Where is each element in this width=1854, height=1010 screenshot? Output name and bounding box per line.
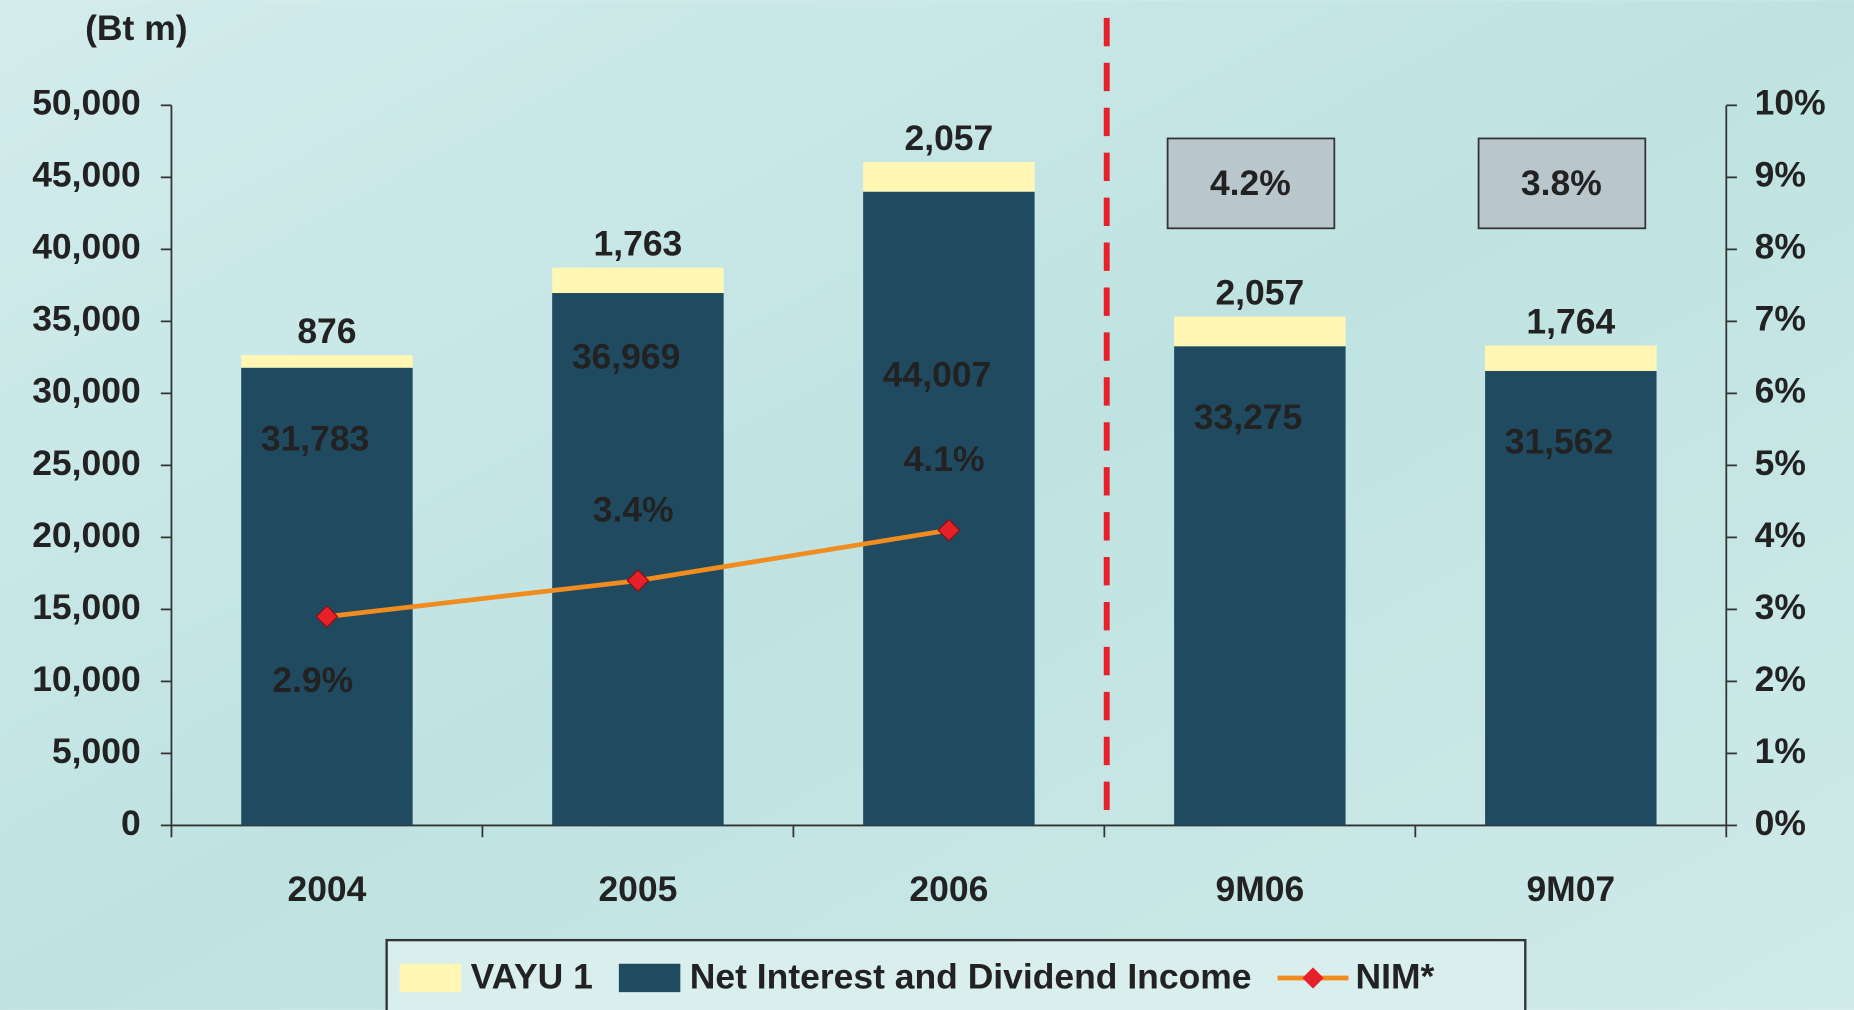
bar-segment (863, 162, 1035, 192)
bar-value-label: 2,057 (904, 118, 993, 158)
bar-value-label: 2,057 (1215, 273, 1304, 313)
line-marker (315, 605, 339, 629)
y2-tick-label: 10% (1755, 83, 1826, 123)
y-tick-label: 40,000 (32, 227, 141, 267)
bar-value-label: 31,562 (1505, 422, 1614, 462)
legend-label: NIM* (1356, 957, 1435, 997)
y-tick-label: 25,000 (32, 443, 141, 483)
y-tick-label: 45,000 (32, 155, 141, 195)
bar-segment (241, 367, 413, 826)
x-tick-label: 2006 (909, 869, 988, 909)
y2-tick-label: 1% (1755, 731, 1806, 771)
y-tick-label: 15,000 (32, 587, 141, 627)
y2-tick-label: 9% (1755, 155, 1806, 195)
legend-marker (1302, 967, 1324, 989)
y-tick-label: 20,000 (32, 515, 141, 555)
line-marker (937, 518, 961, 542)
y-tick-label: 0 (121, 803, 141, 843)
y2-tick-label: 2% (1755, 659, 1806, 699)
legend-swatch (399, 963, 462, 993)
legend-label: VAYU 1 (471, 957, 593, 997)
bar-value-label: 876 (297, 311, 356, 351)
bar-segment (552, 267, 724, 294)
y-tick-label: 35,000 (32, 299, 141, 339)
line-value-label: 3.4% (593, 489, 674, 529)
y2-tick-label: 7% (1755, 299, 1806, 339)
y2-tick-label: 0% (1755, 803, 1806, 843)
y2-tick-label: 5% (1755, 443, 1806, 483)
x-tick-label: 9M06 (1215, 869, 1304, 909)
legend-label: Net Interest and Dividend Income (690, 957, 1252, 997)
bar-segment (241, 355, 413, 368)
bar-segment (552, 293, 724, 826)
x-tick-label: 2005 (598, 869, 677, 909)
bar-segment (863, 191, 1035, 826)
y-tick-label: 10,000 (32, 659, 141, 699)
y-tick-label: 5,000 (52, 731, 141, 771)
annotation-box (1477, 137, 1647, 230)
bar-value-label: 1,764 (1526, 302, 1615, 342)
x-tick-label: 2004 (287, 869, 366, 909)
y-tick-label: 50,000 (32, 83, 141, 123)
legend-box (385, 938, 1527, 1010)
bar-value-label: 1,763 (594, 224, 683, 264)
x-tick-label: 9M07 (1526, 869, 1615, 909)
annotation: 4.2% (1210, 163, 1291, 203)
bar-value-label: 36,969 (572, 337, 681, 377)
y-axis-label: (Bt m) (85, 8, 187, 48)
bar-segment (1485, 370, 1657, 826)
y2-tick-label: 3% (1755, 587, 1806, 627)
bar-segment (1174, 316, 1346, 347)
y2-tick-label: 8% (1755, 227, 1806, 267)
bar-segment (1485, 345, 1657, 371)
line-value-label: 4.1% (904, 439, 985, 479)
bar-value-label: 31,783 (261, 418, 370, 458)
bar-value-label: 44,007 (883, 355, 992, 395)
bar-segment (1174, 346, 1346, 826)
legend-swatch (618, 963, 681, 993)
y-tick-label: 30,000 (32, 371, 141, 411)
line-marker (626, 569, 650, 593)
annotation-box (1166, 137, 1336, 230)
bar-value-label: 33,275 (1194, 397, 1303, 437)
y2-tick-label: 4% (1755, 515, 1806, 555)
annotation: 3.8% (1521, 163, 1602, 203)
line-value-label: 2.9% (272, 660, 353, 700)
y2-tick-label: 6% (1755, 371, 1806, 411)
